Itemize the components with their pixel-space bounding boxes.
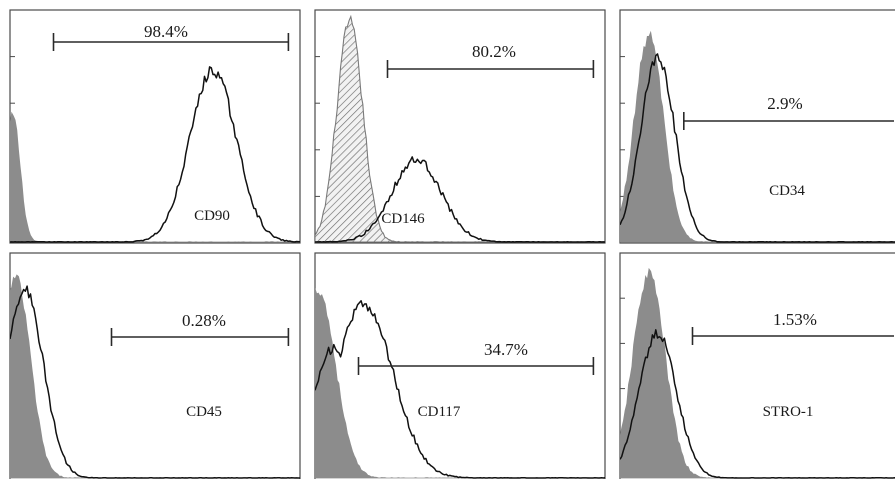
gate-percentage: 1.53% [773, 310, 817, 329]
marker-label: CD90 [194, 208, 230, 224]
histogram-panel-stro-1: 1.53% STRO-1 [619, 252, 895, 479]
sample-histogram [620, 53, 895, 243]
histogram-panel-cd117: 34.7% CD117 [314, 252, 606, 479]
histogram-panel-cd146: 80.2% CD146 [314, 9, 606, 244]
marker-label: CD117 [418, 404, 461, 420]
gate-percentage: 80.2% [472, 42, 516, 61]
gate-percentage: 34.7% [484, 340, 528, 359]
gate-marker [386, 60, 595, 78]
sample-histogram [10, 66, 300, 243]
marker-label: STRO-1 [763, 404, 814, 420]
panel-frame [9, 9, 301, 244]
sample-histogram [620, 329, 895, 479]
sample-histogram [315, 156, 605, 243]
sample-histogram [10, 285, 300, 479]
histogram-panel-cd34: 2.9% CD34 [619, 9, 895, 244]
gate-percentage: 2.9% [767, 94, 802, 113]
gate-marker [691, 327, 894, 345]
gate-marker [110, 328, 290, 346]
gate-percentage: 0.28% [182, 311, 226, 330]
y-axis-ticks [315, 56, 320, 197]
marker-label: CD45 [186, 404, 222, 420]
gate-marker [682, 112, 894, 130]
gate-percentage: 98.4% [144, 22, 188, 41]
y-axis-ticks [620, 56, 625, 197]
marker-label: CD34 [769, 183, 805, 199]
gate-marker [52, 33, 290, 51]
sample-histogram [315, 300, 605, 479]
histogram-panel-cd90: 98.4% CD90 [9, 9, 301, 244]
gate-marker [357, 357, 595, 375]
histogram-panel-cd45: 0.28% CD45 [9, 252, 301, 479]
panel-frame [9, 252, 301, 479]
marker-label: CD146 [381, 211, 425, 227]
